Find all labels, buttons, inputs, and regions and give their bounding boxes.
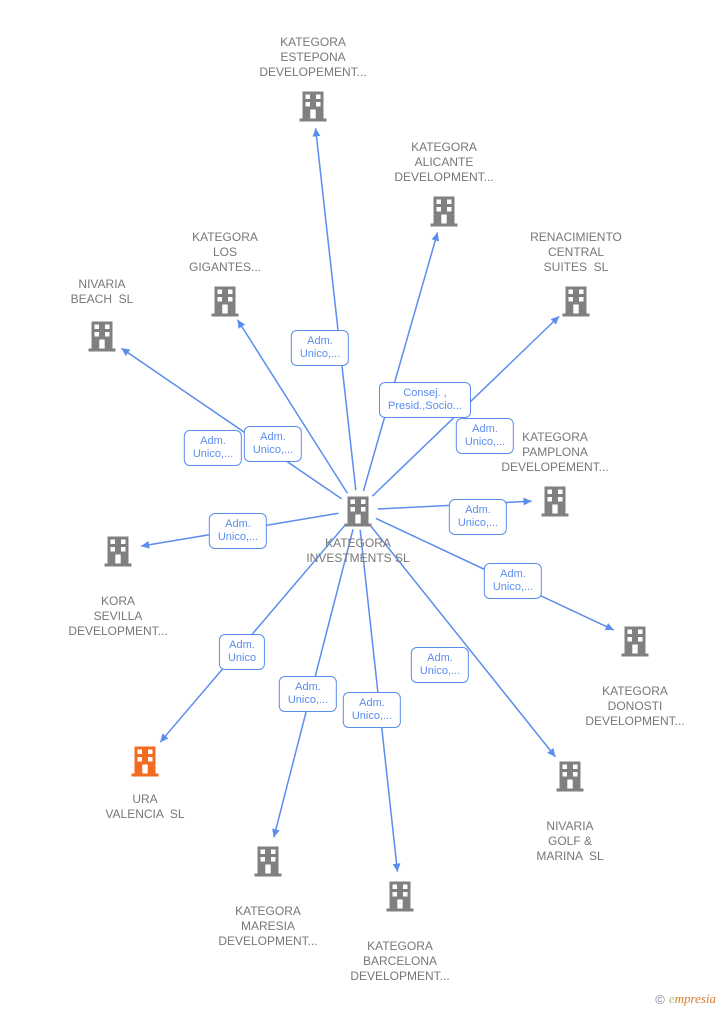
node-label: KORA SEVILLA DEVELOPMENT... bbox=[68, 594, 167, 639]
edge-label-kategora-estepona: Adm. Unico,... bbox=[291, 330, 349, 366]
edge-nivaria-beach bbox=[121, 348, 341, 499]
node-ura-valencia[interactable]: URA VALENCIA SL bbox=[127, 742, 163, 783]
edge-label-ura-valencia: Adm. Unico bbox=[219, 634, 265, 670]
node-label: KATEGORA PAMPLONA DEVELOPEMENT... bbox=[501, 430, 608, 471]
node-label: URA VALENCIA SL bbox=[105, 792, 184, 822]
building-icon bbox=[250, 842, 286, 878]
node-kategora-maresia[interactable]: KATEGORA MARESIA DEVELOPMENT... bbox=[250, 842, 286, 883]
edge-label-kategora-gigantes: Adm. Unico,... bbox=[244, 426, 302, 462]
node-label: KATEGORA ALICANTE DEVELOPMENT... bbox=[394, 140, 493, 181]
node-kategora-barcelona[interactable]: KATEGORA BARCELONA DEVELOPMENT... bbox=[382, 877, 418, 918]
node-label: RENACIMIENTO CENTRAL SUITES SL bbox=[530, 230, 622, 271]
node-kategora-gigantes[interactable]: KATEGORA LOS GIGANTES... bbox=[207, 282, 243, 323]
edge-label-kategora-barcelona: Adm. Unico,... bbox=[343, 692, 401, 728]
building-icon bbox=[127, 742, 163, 778]
edge-label-renacimiento: Adm. Unico,... bbox=[456, 418, 514, 454]
building-icon bbox=[207, 282, 243, 318]
node-kategora-pamplona[interactable]: KATEGORA PAMPLONA DEVELOPEMENT... bbox=[537, 482, 573, 523]
building-icon bbox=[100, 532, 136, 568]
building-icon bbox=[84, 317, 120, 353]
building-icon bbox=[537, 482, 573, 518]
edge-label-kora-sevilla: Adm. Unico,... bbox=[209, 513, 267, 549]
node-kategora-alicante[interactable]: KATEGORA ALICANTE DEVELOPMENT... bbox=[426, 192, 462, 233]
copyright-symbol: © bbox=[655, 992, 665, 1007]
building-icon bbox=[558, 282, 594, 318]
edge-label-kategora-pamplona: Adm. Unico,... bbox=[449, 499, 507, 535]
edge-label-nivaria-beach: Adm. Unico,... bbox=[184, 430, 242, 466]
node-nivaria-beach[interactable]: NIVARIA BEACH SL bbox=[84, 317, 120, 358]
node-kora-sevilla[interactable]: KORA SEVILLA DEVELOPMENT... bbox=[100, 532, 136, 573]
node-label: KATEGORA INVESTMENTS SL bbox=[306, 536, 409, 566]
node-label: KATEGORA BARCELONA DEVELOPMENT... bbox=[350, 939, 449, 984]
building-icon bbox=[340, 492, 376, 528]
node-kategora-estepona[interactable]: KATEGORA ESTEPONA DEVELOPEMENT... bbox=[295, 87, 331, 128]
building-icon bbox=[382, 877, 418, 913]
node-label: KATEGORA LOS GIGANTES... bbox=[189, 230, 261, 271]
edge-kategora-estepona bbox=[316, 128, 356, 490]
brand-logo: empresia bbox=[669, 991, 716, 1007]
edge-label-kategora-maresia: Adm. Unico,... bbox=[279, 676, 337, 712]
building-icon bbox=[426, 192, 462, 228]
footer: © empresia bbox=[655, 991, 716, 1007]
node-nivaria-golf[interactable]: NIVARIA GOLF & MARINA SL bbox=[552, 757, 588, 798]
node-label: KATEGORA MARESIA DEVELOPMENT... bbox=[218, 904, 317, 949]
building-icon bbox=[552, 757, 588, 793]
edge-kategora-alicante bbox=[363, 232, 437, 490]
node-label: NIVARIA GOLF & MARINA SL bbox=[536, 819, 603, 864]
building-icon bbox=[617, 622, 653, 658]
node-kategora-donosti[interactable]: KATEGORA DONOSTI DEVELOPMENT... bbox=[617, 622, 653, 663]
edge-label-nivaria-golf: Adm. Unico,... bbox=[411, 647, 469, 683]
node-kategora-investments[interactable]: KATEGORA INVESTMENTS SL bbox=[340, 492, 376, 533]
node-renacimiento[interactable]: RENACIMIENTO CENTRAL SUITES SL bbox=[558, 282, 594, 323]
node-label: KATEGORA DONOSTI DEVELOPMENT... bbox=[585, 684, 684, 729]
building-icon bbox=[295, 87, 331, 123]
node-label: NIVARIA BEACH SL bbox=[71, 277, 134, 318]
edge-label-kategora-donosti: Adm. Unico,... bbox=[484, 563, 542, 599]
node-label: KATEGORA ESTEPONA DEVELOPEMENT... bbox=[259, 35, 366, 76]
edge-label-kategora-alicante: Consej. , Presid.,Socio... bbox=[379, 382, 471, 418]
